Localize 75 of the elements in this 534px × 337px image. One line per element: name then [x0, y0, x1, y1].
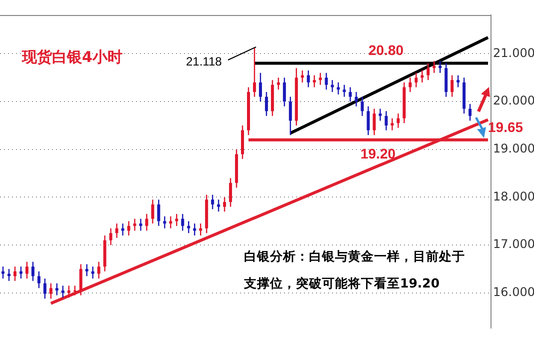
candlestick	[432, 60, 436, 74]
candlestick	[276, 77, 280, 90]
y-tick-label: 18.000	[493, 189, 534, 204]
candlestick	[169, 216, 172, 229]
annotation: 19.20	[360, 146, 396, 162]
candlestick	[450, 74, 454, 98]
candlestick	[390, 118, 394, 131]
candlestick	[223, 196, 226, 212]
candlestick	[241, 124, 244, 160]
candlestick	[1, 266, 4, 280]
candlestick	[133, 218, 136, 232]
candlestick	[127, 220, 130, 236]
candlestick	[229, 177, 232, 208]
candlestick	[258, 72, 262, 102]
candlestick	[139, 218, 142, 232]
candlestick	[73, 285, 76, 296]
candlestick	[13, 266, 16, 282]
candlestick	[396, 112, 400, 128]
candlestick	[426, 62, 430, 81]
candlestick	[19, 266, 22, 280]
candlestick	[378, 108, 382, 122]
candlestick	[282, 77, 286, 107]
candlestick	[97, 261, 100, 280]
y-tick-label: 19.000	[493, 142, 534, 156]
y-tick-label: 20.000	[493, 94, 534, 108]
candlestick	[25, 261, 28, 280]
candlestick	[372, 108, 376, 136]
candlestick	[360, 96, 364, 117]
candlestick	[187, 220, 190, 234]
annotation: 20.80	[368, 42, 404, 58]
candlestick	[55, 282, 58, 296]
candlestick	[384, 110, 388, 131]
candlestick	[37, 270, 40, 289]
candlestick	[444, 62, 448, 98]
candlestick	[354, 91, 358, 107]
candlestick	[157, 199, 160, 227]
y-tick-label: 16.000	[493, 285, 534, 300]
annotation: 19.65	[488, 118, 524, 135]
candlestick	[288, 96, 292, 136]
candlestick	[31, 261, 34, 282]
candlestick	[408, 77, 412, 93]
candlestick	[145, 213, 148, 232]
candlestick	[312, 74, 316, 88]
candlestick	[43, 278, 46, 300]
candlestick	[181, 213, 184, 232]
candlestick	[151, 199, 154, 224]
candlestick	[67, 285, 70, 298]
annotation: 21.118	[186, 54, 222, 68]
candlestick	[366, 106, 370, 136]
candlestick	[217, 199, 220, 212]
annotation: 白银分析：白银与黄金一样，目前处于支撑位，突破可能将下看至19.20	[243, 248, 465, 290]
candlestick	[324, 72, 328, 90]
candlestick	[342, 84, 346, 98]
candlestick	[91, 266, 94, 280]
text: 现货白银4小时	[21, 48, 122, 66]
y-tick-label: 21.000	[493, 46, 534, 60]
candlestick	[318, 72, 322, 86]
candlestick	[109, 228, 112, 246]
candlestick	[49, 282, 52, 300]
candlestick	[306, 70, 310, 88]
candlestick	[163, 216, 166, 229]
candlestick	[264, 91, 268, 117]
candlestick	[252, 48, 256, 98]
candlestick	[414, 72, 418, 88]
candlestick	[115, 222, 118, 238]
candlestick	[79, 264, 82, 296]
candlestick	[211, 194, 214, 210]
candlestick	[348, 86, 352, 102]
candlestick	[468, 103, 472, 122]
y-tick-label: 17.000	[493, 237, 534, 252]
candlestick	[456, 74, 460, 88]
candlestick	[438, 60, 442, 74]
candlestick	[61, 285, 64, 298]
candlestick	[85, 264, 88, 277]
candlestick	[336, 82, 340, 95]
